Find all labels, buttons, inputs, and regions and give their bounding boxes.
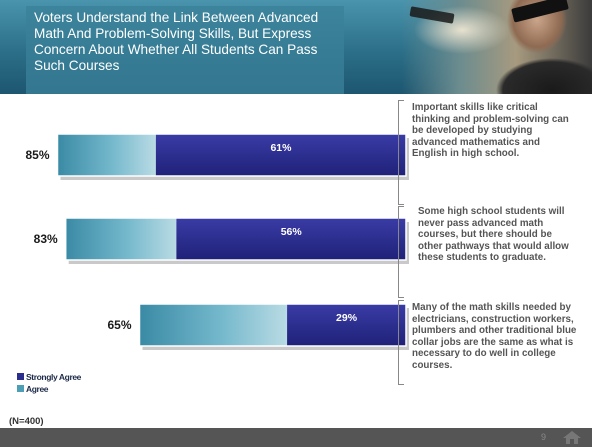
bar-strongly-agree — [176, 218, 406, 260]
sample-size-note: (N=400) — [9, 416, 44, 427]
legend-swatch — [17, 385, 24, 392]
header-band: Voters Understand the Link Between Advan… — [0, 0, 592, 94]
bar-value-label: 56% — [281, 226, 303, 238]
graduation-cap-icon — [511, 0, 569, 23]
bar-agree — [58, 134, 156, 176]
legend-label: Agree — [26, 384, 48, 394]
bar-agree — [140, 304, 288, 346]
slide-title: Voters Understand the Link Between Advan… — [26, 6, 344, 94]
bar-strongly-agree — [287, 304, 406, 346]
statement-1: Important skills like critical thinking … — [412, 102, 577, 160]
graduates-photo — [402, 0, 592, 94]
bar-value-label: 29% — [336, 312, 358, 324]
statement-bracket — [398, 100, 404, 205]
chart-legend: Strongly Agree Agree — [17, 371, 81, 395]
page-number: 9 — [541, 432, 546, 442]
footer-bar: 9 — [0, 428, 592, 447]
bar-strongly-agree — [156, 134, 406, 176]
bar-value-label: 61% — [270, 142, 292, 154]
legend-label: Strongly Agree — [26, 372, 81, 382]
legend-item-strongly-agree: Strongly Agree — [17, 371, 81, 382]
legend-item-agree: Agree — [17, 383, 81, 394]
statement-bracket — [398, 300, 404, 385]
graduation-cap-icon — [409, 6, 454, 23]
legend-swatch — [17, 373, 24, 380]
home-icon[interactable] — [562, 430, 582, 445]
total-value-label: 83% — [34, 232, 58, 246]
statement-3: Many of the math skills needed by electr… — [412, 302, 587, 372]
statement-2: Some high school students will never pas… — [418, 206, 578, 264]
total-value-label: 65% — [107, 318, 131, 332]
statement-bracket — [398, 206, 404, 298]
bar-agree — [66, 218, 177, 260]
total-value-label: 85% — [25, 148, 49, 162]
